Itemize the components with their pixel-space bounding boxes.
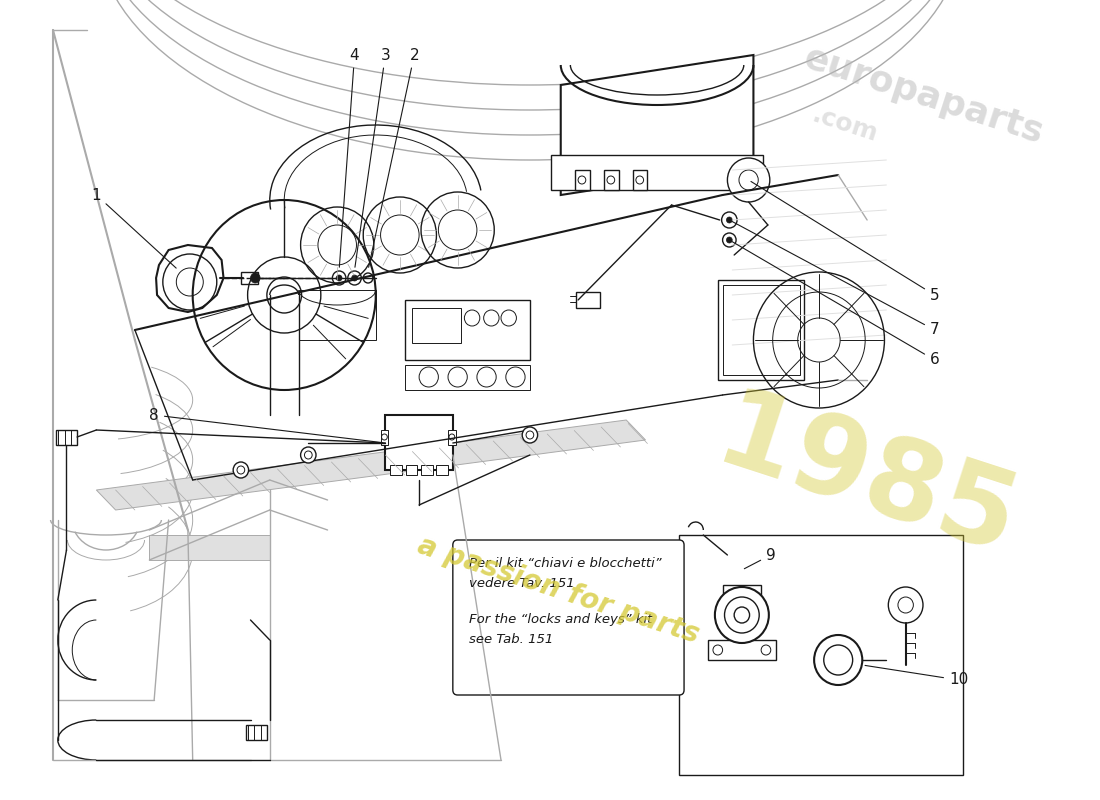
Text: 10: 10 (865, 666, 968, 687)
Bar (437, 465, 448, 475)
Circle shape (363, 273, 373, 283)
FancyBboxPatch shape (453, 540, 684, 695)
Text: .com: .com (810, 103, 881, 147)
Bar (448, 430, 455, 445)
Polygon shape (561, 55, 754, 195)
Bar (604, 170, 618, 190)
Circle shape (348, 271, 361, 285)
Circle shape (300, 447, 316, 463)
Text: 9: 9 (745, 547, 776, 569)
Circle shape (522, 427, 538, 443)
Bar (56, 430, 77, 445)
Text: 8: 8 (150, 407, 383, 442)
Circle shape (251, 273, 260, 283)
Circle shape (332, 271, 345, 285)
Circle shape (726, 237, 733, 243)
Bar (405, 365, 530, 390)
Circle shape (734, 607, 749, 623)
Bar (365, 275, 371, 281)
Bar (575, 170, 590, 190)
Circle shape (715, 587, 769, 643)
Circle shape (889, 587, 923, 623)
Circle shape (305, 451, 312, 459)
Bar (551, 155, 763, 190)
Text: 2: 2 (368, 47, 419, 267)
Text: a passion for parts: a passion for parts (415, 531, 703, 649)
Bar (245, 725, 267, 740)
Bar (150, 535, 270, 560)
Bar (723, 285, 800, 375)
Circle shape (233, 462, 249, 478)
Polygon shape (156, 245, 223, 312)
Bar (679, 535, 964, 775)
Bar (632, 170, 648, 190)
Bar (406, 465, 417, 475)
Circle shape (726, 217, 733, 223)
Ellipse shape (828, 654, 848, 666)
Bar (412, 308, 461, 343)
Bar (241, 272, 258, 284)
Bar (385, 415, 453, 470)
Circle shape (723, 233, 736, 247)
Circle shape (722, 212, 737, 228)
Bar (739, 597, 745, 607)
Bar (299, 290, 376, 340)
Circle shape (352, 275, 358, 281)
Bar (390, 465, 402, 475)
Text: 1: 1 (91, 187, 176, 268)
Circle shape (337, 275, 342, 281)
Circle shape (526, 431, 534, 439)
Bar (718, 280, 804, 380)
Bar (723, 585, 761, 610)
Text: 5: 5 (751, 182, 939, 302)
Bar (381, 430, 388, 445)
Bar (405, 300, 530, 360)
Text: 6: 6 (732, 242, 939, 367)
Circle shape (236, 466, 244, 474)
Bar (576, 292, 601, 308)
Bar (708, 640, 775, 660)
Text: 7: 7 (732, 222, 939, 338)
Text: see Tab. 151: see Tab. 151 (470, 633, 553, 646)
Polygon shape (97, 420, 646, 510)
Circle shape (814, 635, 862, 685)
Text: vedere Tav. 151: vedere Tav. 151 (470, 577, 575, 590)
Text: Per il kit “chiavi e blocchetti”: Per il kit “chiavi e blocchetti” (470, 557, 662, 570)
Text: 3: 3 (355, 47, 390, 267)
Text: 4: 4 (339, 47, 360, 267)
Circle shape (727, 158, 770, 202)
Bar (421, 465, 432, 475)
Text: For the “locks and keys” kit: For the “locks and keys” kit (470, 613, 652, 626)
Text: 1985: 1985 (703, 382, 1031, 578)
Text: europaparts: europaparts (800, 40, 1048, 150)
